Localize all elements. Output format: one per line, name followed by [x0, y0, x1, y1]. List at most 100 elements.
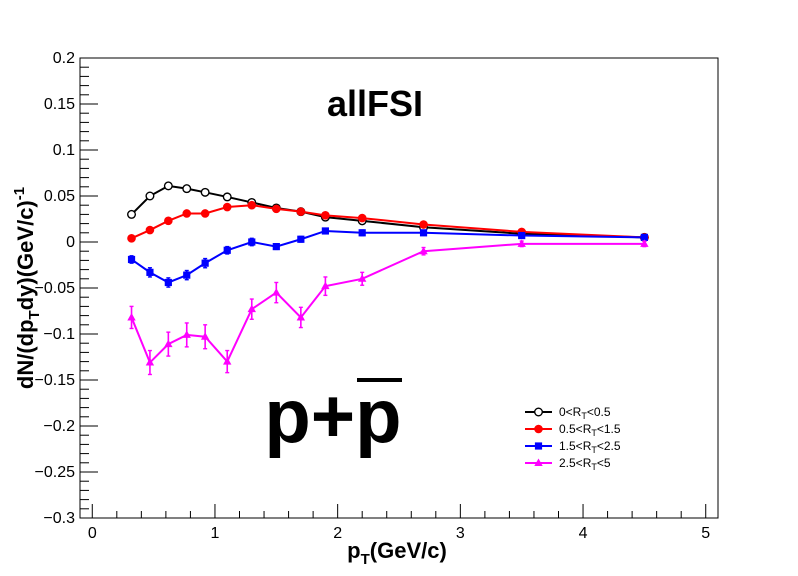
data-point: [145, 191, 155, 201]
y-tick-label: −0.3: [43, 510, 75, 527]
data-point: [357, 213, 367, 223]
data-point: [163, 181, 173, 191]
series-3: [127, 227, 648, 288]
legend-label: 1.5<RT<2.5: [559, 439, 621, 455]
legend-label-sub: T: [591, 445, 597, 455]
y-tick-label: 0.15: [44, 96, 75, 113]
legend-item: 0<RT<0.5: [525, 405, 611, 421]
x-tick-label: 0: [88, 525, 97, 542]
data-point: [419, 220, 428, 229]
data-point: [272, 204, 281, 214]
data-point: [182, 209, 192, 218]
data-point: [518, 231, 526, 240]
data-point: [272, 243, 280, 251]
x-tick-label: 5: [701, 525, 710, 542]
legend-label: 0<RT<0.5: [559, 405, 611, 421]
x-axis-title-main: p: [347, 538, 360, 563]
legend-label: 0.5<RT<1.5: [559, 422, 621, 438]
data-point: [321, 281, 330, 290]
legend-label: 2.5<RT<5: [559, 456, 611, 472]
data-point: [247, 200, 257, 210]
y-tick-label: −0.05: [35, 280, 76, 297]
data-point: [201, 259, 209, 267]
data-point: [200, 332, 210, 340]
legend-label-part: <5: [597, 456, 611, 470]
data-point: [640, 239, 649, 247]
y-axis-title: dN/(dpTdy)(GeV/c)-1: [11, 187, 43, 389]
reaction-annotation: p+p: [264, 374, 402, 459]
legend-item: 2.5<RT<5: [525, 456, 611, 472]
data-point: [517, 239, 526, 247]
y-tick-label: 0.2: [53, 50, 75, 67]
data-point: [272, 288, 281, 296]
legend-marker: [534, 458, 543, 466]
legend-label-part: <0.5: [587, 405, 611, 419]
chart-title: allFSI: [327, 83, 423, 124]
data-point: [222, 192, 232, 202]
annotation-text: p+p: [264, 374, 401, 459]
data-point: [222, 202, 232, 212]
y-axis-title-sup: -1: [11, 187, 28, 200]
y-tick-label: 0: [66, 234, 75, 251]
x-tick-label: 4: [579, 525, 588, 542]
data-point: [200, 209, 210, 218]
data-point: [296, 312, 306, 321]
legend-label-part: 0<R: [559, 405, 582, 419]
data-point: [321, 211, 330, 220]
data-point: [248, 238, 256, 246]
data-point: [358, 229, 366, 237]
data-point: [357, 274, 367, 282]
data-point: [127, 255, 136, 264]
data-point: [127, 234, 136, 243]
data-point: [182, 184, 192, 194]
legend-label-sub: T: [591, 428, 597, 438]
data-point: [145, 358, 155, 366]
y-tick-label: −0.25: [35, 464, 76, 481]
x-tick-label: 2: [333, 525, 342, 542]
data-point: [247, 304, 256, 313]
legend-marker: [534, 424, 543, 434]
x-tick-label: 1: [211, 525, 220, 542]
data-point: [145, 225, 155, 235]
data-point: [296, 207, 306, 216]
y-tick-label: 0.1: [53, 142, 75, 159]
legend-label-part: 0.5<R: [559, 422, 592, 436]
legend-label-part: <1.5: [597, 422, 621, 436]
y-tick-label: −0.2: [43, 418, 75, 435]
x-axis: 0 1 2 3 4 5: [88, 504, 710, 542]
data-point: [223, 246, 231, 254]
y-axis-title-part2: dy)(GeV/c): [13, 200, 38, 310]
series-layer: [127, 181, 649, 376]
x-axis-title: pT(GeV/c): [347, 538, 447, 568]
y-axis-title-sub: T: [26, 310, 43, 319]
data-point: [183, 271, 191, 279]
data-point: [146, 268, 154, 276]
data-point: [419, 229, 428, 237]
legend: 0<RT<0.50.5<RT<1.51.5<RT<2.52.5<RT<5: [525, 405, 621, 472]
data-point: [297, 235, 305, 243]
series-line: [130, 242, 645, 365]
data-point: [164, 216, 173, 226]
data-point: [127, 312, 136, 321]
legend-label-part: 2.5<R: [559, 456, 592, 470]
data-point: [321, 227, 329, 235]
data-point: [127, 209, 137, 219]
x-axis-title-rest: (GeV/c): [370, 538, 447, 563]
legend-label-part: 1.5<R: [559, 439, 592, 453]
y-tick-label: −0.15: [35, 372, 76, 389]
data-point: [200, 187, 210, 197]
data-point: [182, 330, 191, 338]
legend-label-sub: T: [591, 462, 597, 472]
legend-label-sub: T: [581, 411, 587, 421]
y-tick-label: −0.1: [43, 326, 75, 343]
series-4: [127, 239, 649, 376]
data-point: [640, 233, 648, 241]
legend-marker: [534, 407, 544, 417]
data-point: [164, 339, 173, 348]
series-2: [127, 200, 649, 243]
legend-item: 0.5<RT<1.5: [525, 422, 621, 438]
legend-label-part: <2.5: [597, 439, 621, 453]
legend-item: 1.5<RT<2.5: [525, 439, 621, 455]
